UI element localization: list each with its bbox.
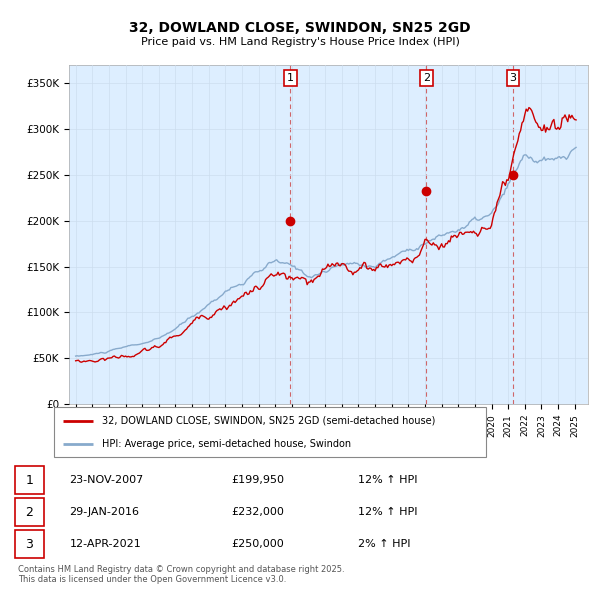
FancyBboxPatch shape — [15, 466, 44, 494]
Text: 32, DOWLAND CLOSE, SWINDON, SN25 2GD (semi-detached house): 32, DOWLAND CLOSE, SWINDON, SN25 2GD (se… — [101, 415, 435, 425]
Text: 29-JAN-2016: 29-JAN-2016 — [70, 507, 140, 517]
Text: 2: 2 — [25, 506, 33, 519]
Text: 1: 1 — [287, 73, 294, 83]
Text: 2: 2 — [423, 73, 430, 83]
Text: 3: 3 — [25, 538, 33, 551]
Text: 32, DOWLAND CLOSE, SWINDON, SN25 2GD: 32, DOWLAND CLOSE, SWINDON, SN25 2GD — [129, 21, 471, 35]
Text: 3: 3 — [509, 73, 517, 83]
FancyBboxPatch shape — [15, 498, 44, 526]
Text: Price paid vs. HM Land Registry's House Price Index (HPI): Price paid vs. HM Land Registry's House … — [140, 37, 460, 47]
Text: 12% ↑ HPI: 12% ↑ HPI — [358, 507, 417, 517]
Text: 12% ↑ HPI: 12% ↑ HPI — [358, 475, 417, 485]
Text: 23-NOV-2007: 23-NOV-2007 — [70, 475, 144, 485]
FancyBboxPatch shape — [54, 407, 486, 457]
Text: £232,000: £232,000 — [231, 507, 284, 517]
Text: £250,000: £250,000 — [231, 539, 284, 549]
Text: 1: 1 — [25, 474, 33, 487]
Text: Contains HM Land Registry data © Crown copyright and database right 2025.
This d: Contains HM Land Registry data © Crown c… — [18, 565, 344, 584]
FancyBboxPatch shape — [15, 530, 44, 559]
Text: 2% ↑ HPI: 2% ↑ HPI — [358, 539, 410, 549]
Text: HPI: Average price, semi-detached house, Swindon: HPI: Average price, semi-detached house,… — [101, 439, 350, 449]
Text: 12-APR-2021: 12-APR-2021 — [70, 539, 142, 549]
Text: £199,950: £199,950 — [231, 475, 284, 485]
